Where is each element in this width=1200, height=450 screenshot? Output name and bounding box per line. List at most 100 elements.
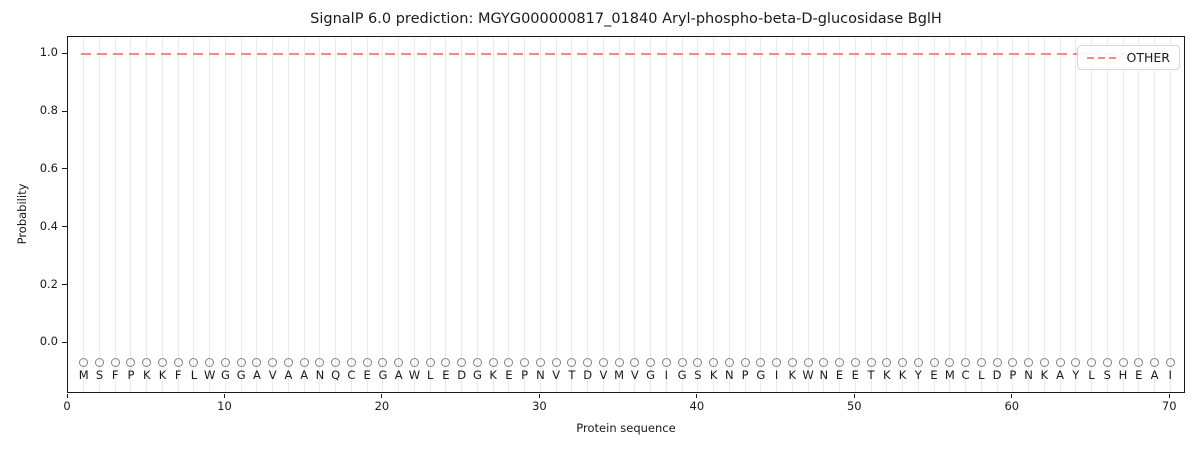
grid-line	[161, 37, 163, 392]
grid-line	[980, 37, 982, 392]
grid-line	[902, 37, 904, 392]
grid-line	[256, 37, 258, 392]
grid-line	[949, 37, 951, 392]
residue-marker-circle	[315, 357, 325, 367]
residue-marker-circle	[551, 357, 561, 367]
residue-letter: L	[978, 368, 985, 383]
residue-letter: A	[253, 368, 261, 383]
residue-marker-circle	[79, 357, 89, 367]
grid-line	[587, 37, 589, 392]
grid-line	[823, 37, 825, 392]
grid-line	[1169, 37, 1171, 392]
residue-marker-circle	[457, 357, 467, 367]
residue-marker-circle	[850, 357, 860, 367]
residue-letter: T	[568, 368, 576, 383]
residue-marker-circle	[1055, 357, 1065, 367]
x-tick-label: 20	[374, 399, 390, 413]
residue-marker-circle	[598, 357, 608, 367]
residue-marker-circle	[882, 357, 892, 367]
residue-letter: A	[394, 368, 403, 383]
residue-letter: S	[95, 368, 104, 383]
residue-marker-circle	[378, 357, 388, 367]
grid-line	[1028, 37, 1030, 392]
grid-line	[287, 37, 289, 392]
residue-marker-circle	[677, 357, 687, 367]
chart-title: SignalP 6.0 prediction: MGYG000000817_01…	[310, 11, 942, 27]
residue-marker-circle	[1150, 357, 1159, 367]
grid-line	[760, 37, 762, 392]
residue-marker-circle	[567, 357, 577, 367]
residue-marker-circle	[1134, 357, 1144, 367]
legend: OTHER	[1076, 45, 1180, 70]
x-tick-mark	[223, 394, 225, 398]
residue-marker-circle	[772, 357, 782, 367]
residue-marker-circle	[535, 357, 545, 367]
y-tick-mark	[62, 110, 67, 112]
grid-line	[240, 37, 242, 392]
residue-letter: M	[614, 368, 625, 383]
grid-line	[114, 37, 116, 392]
residue-letter: C	[347, 368, 356, 383]
residue-marker-circle	[961, 357, 971, 367]
residue-marker-circle	[866, 357, 876, 367]
grid-line	[571, 37, 573, 392]
x-axis-label: Protein sequence	[576, 421, 676, 435]
residue-letter: H	[1118, 368, 1128, 383]
grid-line	[791, 37, 793, 392]
grid-line	[1091, 37, 1093, 392]
residue-marker-circle	[331, 357, 341, 367]
residue-marker-circle	[425, 357, 435, 367]
residue-marker-circle	[126, 357, 136, 367]
y-tick-label: 0.4	[39, 218, 58, 233]
residue-letter: N	[536, 368, 545, 383]
grid-line	[602, 37, 604, 392]
grid-line	[272, 37, 274, 392]
residue-letter: N	[819, 368, 829, 383]
x-tick-label: 0	[63, 399, 71, 413]
grid-line	[917, 37, 919, 392]
grid-line	[886, 37, 888, 392]
residue-marker-circle	[346, 357, 356, 367]
grid-line	[98, 37, 100, 392]
y-tick-label: 1.0	[39, 45, 58, 60]
residue-marker-circle	[992, 357, 1002, 367]
residue-letter: Q	[331, 368, 341, 383]
grid-line	[1012, 37, 1014, 392]
grid-line	[193, 37, 195, 392]
grid-line	[461, 37, 463, 392]
residue-letter: E	[1135, 368, 1143, 383]
grid-line	[776, 37, 778, 392]
grid-line	[839, 37, 841, 392]
other-series-line	[80, 53, 1171, 56]
residue-letter: V	[552, 368, 561, 383]
grid-line	[398, 37, 400, 392]
residue-letter: D	[992, 368, 1002, 383]
grid-line	[335, 37, 337, 392]
residue-marker-circle	[913, 357, 923, 367]
x-tick-mark	[696, 394, 698, 398]
residue-marker-circle	[787, 357, 797, 367]
residue-letter: G	[220, 368, 230, 383]
legend-line-sample	[1086, 56, 1119, 59]
residue-letter: F	[174, 368, 182, 383]
grid-line	[681, 37, 683, 392]
residue-letter: W	[408, 368, 421, 383]
residue-letter: Y	[1072, 368, 1080, 383]
x-tick-label: 40	[689, 399, 705, 413]
grid-line	[634, 37, 636, 392]
residue-marker-circle	[661, 357, 671, 367]
residue-marker-circle	[142, 357, 152, 367]
residue-marker-circle	[283, 357, 293, 367]
residue-letter: A	[1056, 368, 1064, 383]
residue-letter: E	[835, 368, 844, 383]
residue-letter: Y	[914, 368, 922, 383]
residue-letter: E	[851, 368, 859, 383]
x-tick-mark	[381, 394, 383, 398]
residue-marker-circle	[945, 357, 955, 367]
residue-letter: L	[426, 368, 434, 383]
grid-line	[209, 37, 211, 392]
grid-line	[807, 37, 809, 392]
legend-label: OTHER	[1126, 50, 1170, 65]
residue-letter: P	[1009, 368, 1017, 383]
grid-line	[1043, 37, 1045, 392]
